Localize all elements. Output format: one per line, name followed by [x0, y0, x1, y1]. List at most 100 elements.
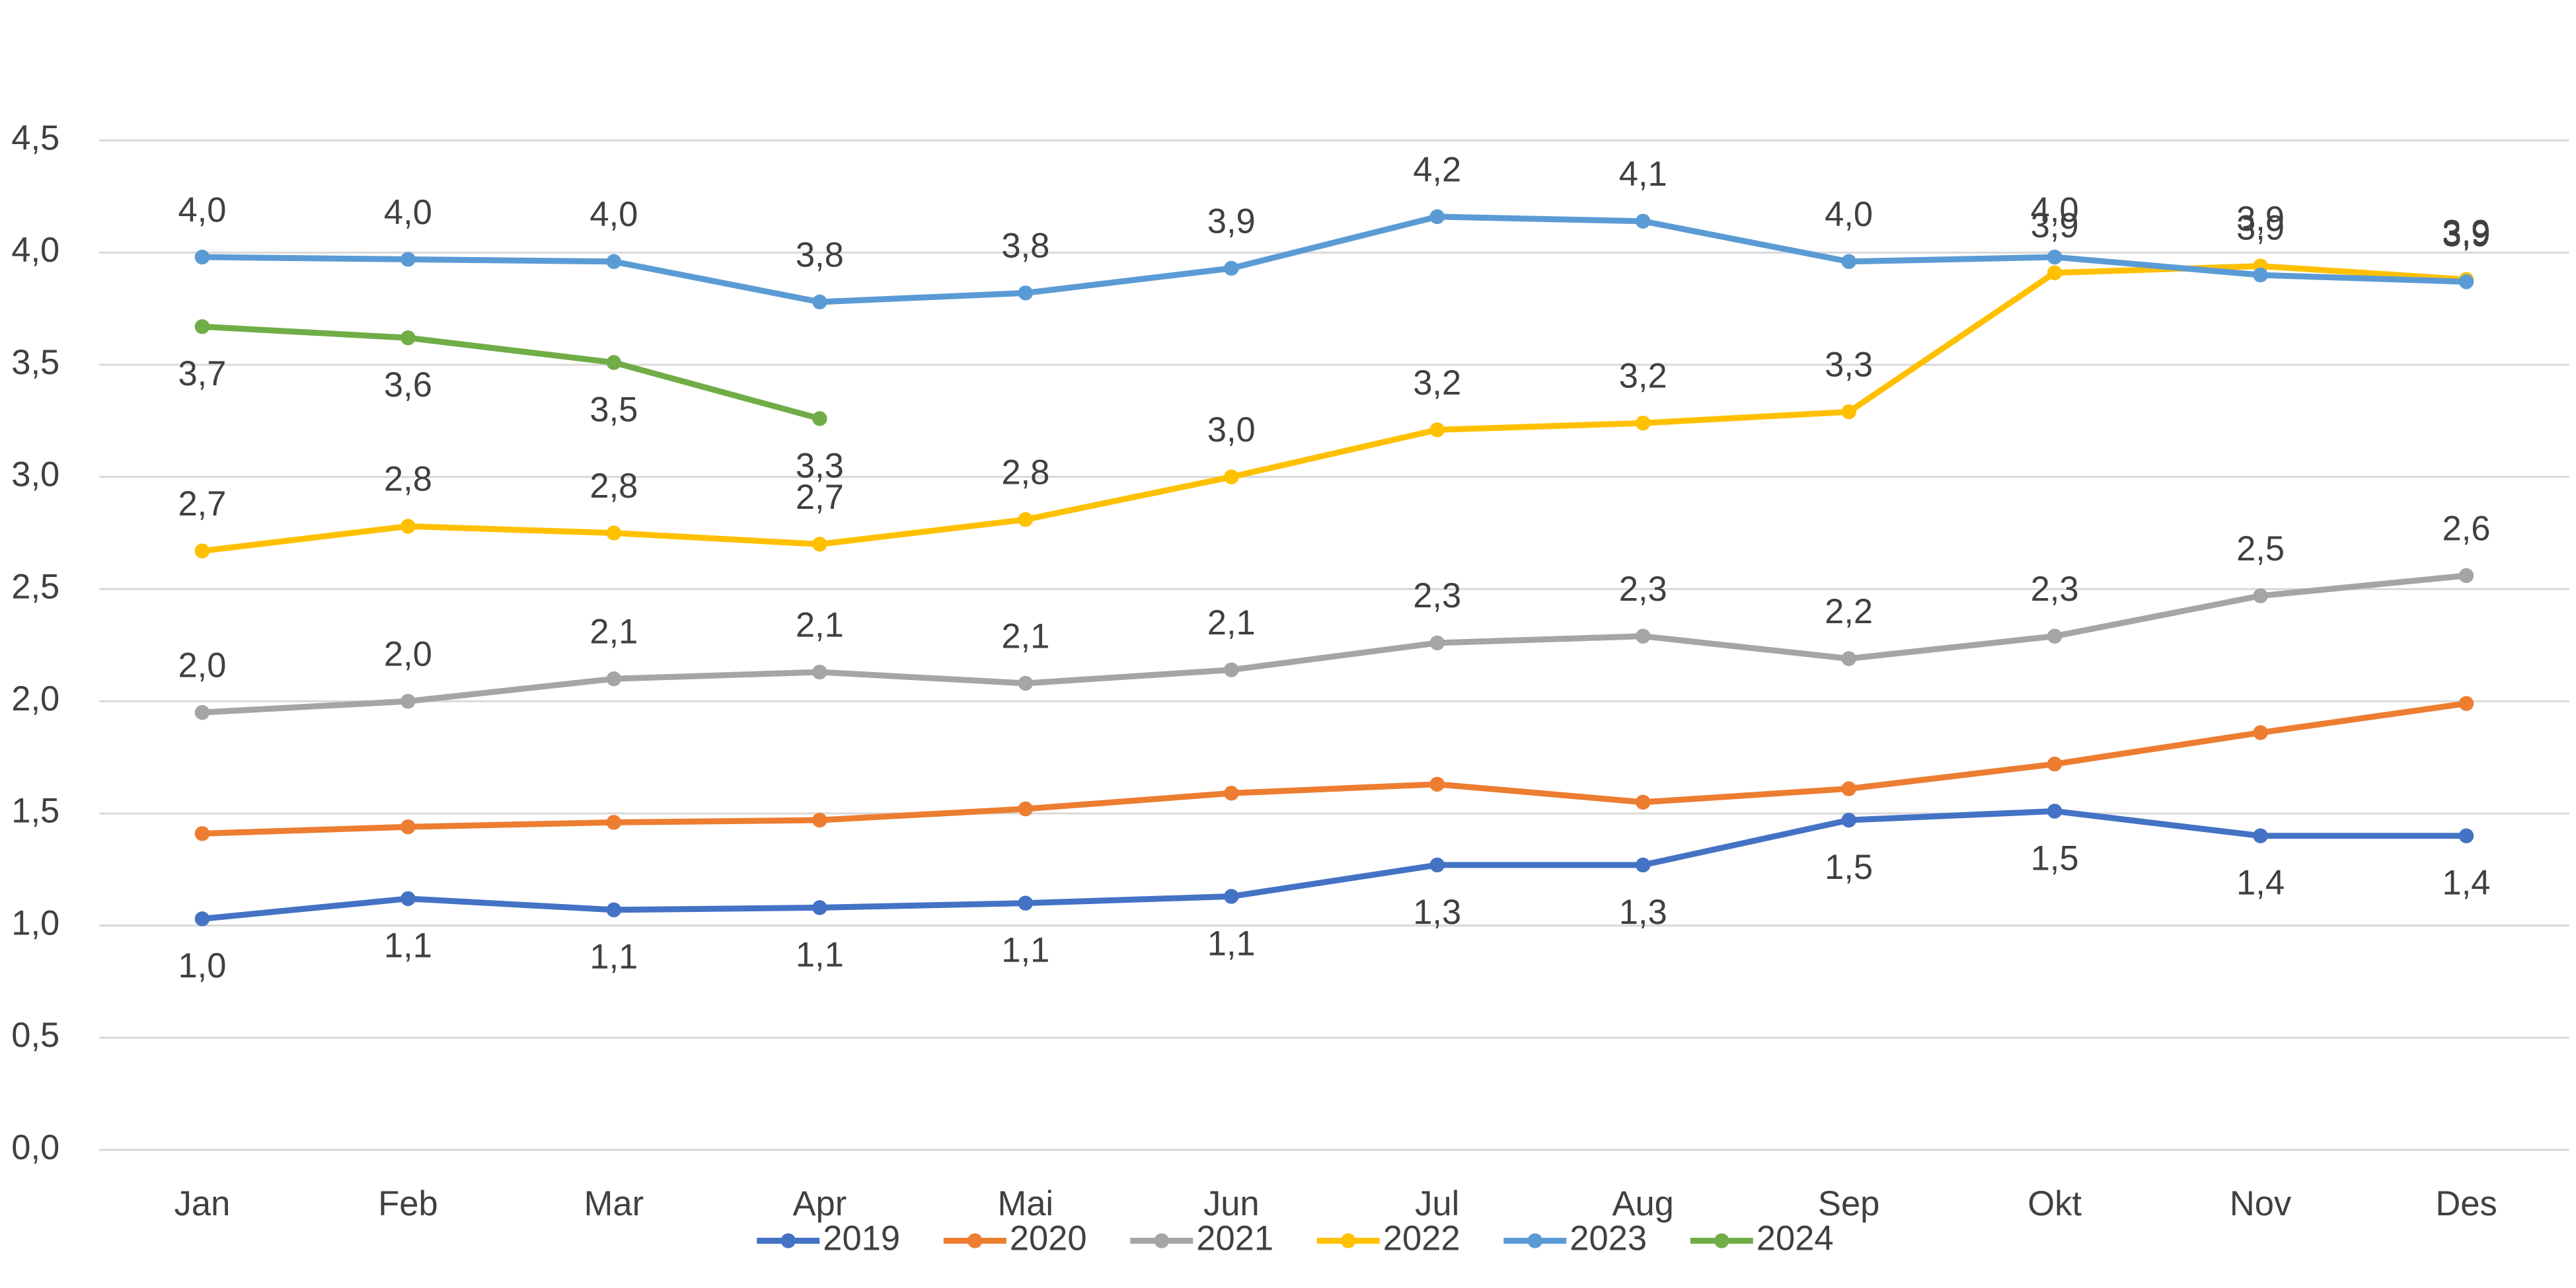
legend-label: 2023 — [1570, 1219, 1647, 1258]
x-tick-label: Apr — [793, 1184, 847, 1223]
x-tick-label: Jan — [174, 1184, 231, 1223]
data-point — [606, 902, 622, 918]
data-label: 2,5 — [2236, 529, 2285, 568]
x-tick-label: Okt — [2027, 1184, 2082, 1223]
x-tick-label: Aug — [1612, 1184, 1673, 1223]
y-tick-label: 1,5 — [11, 792, 59, 831]
data-point — [2253, 828, 2268, 844]
y-tick-label: 2,5 — [11, 567, 59, 606]
data-label: 1,1 — [796, 935, 844, 974]
data-point — [400, 891, 416, 907]
data-label: 3,2 — [1413, 363, 1461, 402]
data-label: 3,9 — [2031, 206, 2079, 245]
series-line — [202, 701, 2467, 837]
data-label: 2,3 — [2031, 570, 2079, 609]
data-point — [194, 826, 210, 841]
x-tick-label: Jun — [1203, 1184, 1260, 1223]
data-label: 2,2 — [1825, 592, 1873, 631]
data-point — [2047, 756, 2063, 772]
data-label: 2,7 — [796, 478, 844, 517]
data-label: 2,8 — [384, 460, 432, 499]
data-point — [812, 537, 827, 552]
data-point — [1635, 857, 1651, 873]
data-label: 3,8 — [1001, 227, 1049, 266]
data-point — [1635, 628, 1651, 644]
legend-marker — [967, 1233, 983, 1248]
data-point — [812, 664, 827, 680]
data-label: 1,1 — [589, 938, 638, 977]
x-tick-label: Feb — [378, 1184, 437, 1223]
data-point — [1018, 285, 1034, 301]
x-tick-label: Des — [2435, 1184, 2497, 1223]
data-point — [2458, 828, 2474, 844]
data-point — [194, 543, 210, 558]
data-label: 1,1 — [1001, 930, 1049, 969]
data-point — [194, 704, 210, 720]
data-label: 1,1 — [384, 927, 432, 966]
data-label: 3,3 — [1825, 346, 1873, 385]
data-point — [194, 249, 210, 265]
data-point — [1224, 260, 1239, 276]
data-label: 3,3 — [796, 446, 844, 485]
data-point — [400, 252, 416, 267]
x-tick-label: Mai — [998, 1184, 1054, 1223]
data-label: 1,5 — [1825, 848, 1873, 887]
legend-label: 2022 — [1383, 1219, 1460, 1258]
data-point — [2253, 267, 2268, 283]
y-tick-label: 2,0 — [11, 679, 59, 718]
data-label: 3,9 — [2236, 209, 2285, 248]
data-label: 1,3 — [1413, 893, 1461, 932]
data-label: 4,0 — [384, 193, 432, 232]
data-label: 3,6 — [384, 365, 432, 404]
data-point — [812, 900, 827, 915]
data-point — [812, 411, 827, 426]
data-point — [1841, 254, 1856, 270]
data-label: 4,2 — [1413, 150, 1461, 189]
x-tick-label: Sep — [1818, 1184, 1879, 1223]
legend-marker — [1527, 1233, 1542, 1248]
data-point — [606, 525, 622, 541]
data-label: 2,7 — [178, 484, 226, 523]
data-label: 4,0 — [178, 190, 226, 229]
y-tick-label: 0,0 — [11, 1128, 59, 1167]
legend-label: 2021 — [1196, 1219, 1273, 1258]
data-point — [2458, 696, 2474, 711]
data-point — [194, 911, 210, 927]
data-label: 1,4 — [2236, 864, 2285, 903]
data-point — [400, 693, 416, 709]
data-point — [1429, 209, 1445, 225]
data-label: 1,0 — [178, 946, 226, 985]
data-label: 4,0 — [589, 195, 638, 234]
data-point — [400, 519, 416, 534]
legend-marker — [1154, 1233, 1169, 1248]
y-tick-label: 0,5 — [11, 1016, 59, 1055]
data-point — [400, 819, 416, 835]
data-label: 2,3 — [1619, 570, 1667, 609]
data-point — [1429, 635, 1445, 651]
data-label: 1,4 — [2443, 864, 2491, 903]
data-point — [2047, 249, 2063, 265]
data-point — [2253, 725, 2268, 740]
data-point — [1841, 781, 1856, 796]
data-point — [1224, 889, 1239, 904]
series-line — [202, 323, 821, 422]
data-label: 3,9 — [2236, 200, 2285, 239]
data-label: 2,6 — [2443, 509, 2491, 548]
data-point — [1635, 794, 1651, 810]
x-tick-label: Nov — [2230, 1184, 2292, 1223]
data-point — [606, 355, 622, 370]
y-tick-label: 1,0 — [11, 903, 59, 942]
data-point — [2047, 628, 2063, 644]
data-point — [1018, 675, 1034, 691]
series-line — [202, 263, 2467, 554]
data-label: 3,9 — [2443, 215, 2491, 254]
x-tick-label: Jul — [1415, 1184, 1459, 1223]
data-label: 2,0 — [384, 634, 432, 673]
data-point — [2253, 588, 2268, 603]
data-point — [1018, 895, 1034, 911]
data-label: 2,8 — [589, 467, 638, 506]
data-label: 1,1 — [1207, 924, 1256, 963]
data-point — [400, 330, 416, 346]
data-point — [2458, 568, 2474, 584]
